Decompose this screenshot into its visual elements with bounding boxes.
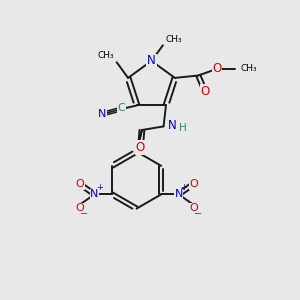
Text: O: O [189, 203, 198, 214]
Text: O: O [136, 141, 145, 154]
Text: N: N [175, 189, 183, 200]
Text: N: N [168, 119, 176, 132]
Text: O: O [189, 179, 198, 189]
Text: −: − [194, 209, 202, 220]
Text: N: N [90, 189, 99, 200]
Text: CH₃: CH₃ [98, 52, 114, 61]
Text: O: O [75, 179, 84, 189]
Text: H: H [179, 123, 187, 133]
Text: CH₃: CH₃ [165, 34, 182, 43]
Text: −: − [80, 209, 88, 220]
Text: N: N [147, 54, 156, 68]
Text: O: O [200, 85, 209, 98]
Text: O: O [212, 62, 221, 75]
Text: N: N [98, 109, 106, 119]
Text: O: O [75, 203, 84, 214]
Text: C: C [118, 103, 125, 113]
Text: +: + [180, 183, 187, 192]
Text: +: + [96, 183, 103, 192]
Text: CH₃: CH₃ [240, 64, 257, 74]
